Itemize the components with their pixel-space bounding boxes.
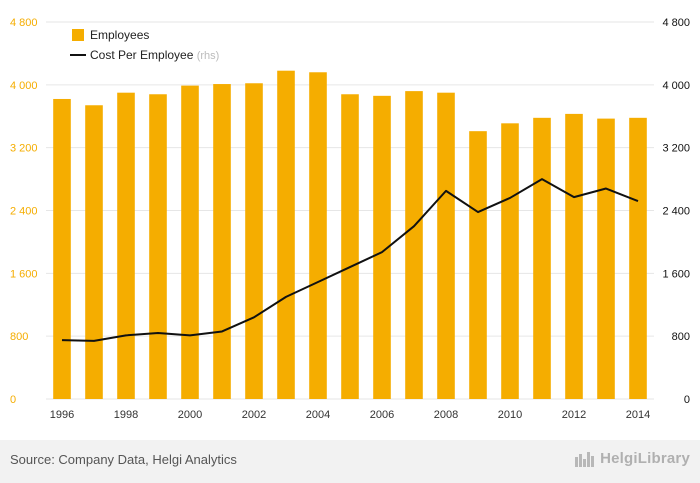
x-tick-label: 2004 <box>306 409 330 421</box>
y-tick-label-right: 4 000 <box>662 80 690 92</box>
bar <box>469 131 487 399</box>
y-tick-label-left: 0 <box>10 394 16 406</box>
y-tick-label-left: 2 400 <box>10 206 38 218</box>
y-tick-label-right: 800 <box>672 331 690 343</box>
y-tick-label-left: 800 <box>10 331 28 343</box>
bar <box>117 92 135 399</box>
bar <box>501 123 519 399</box>
bar <box>181 85 199 400</box>
bar <box>245 83 263 399</box>
series-line-cost-per-employee <box>61 178 639 342</box>
bar <box>437 92 455 399</box>
chart-area: 0 0 800 800 1 600 1 600 2 400 2 400 3 200 3 200 4 … <box>10 17 690 421</box>
bar <box>629 117 647 399</box>
x-tick-label: 1996 <box>50 409 74 421</box>
bar <box>533 117 551 399</box>
bar <box>565 113 583 400</box>
bar <box>85 105 103 400</box>
bar <box>405 91 423 399</box>
bar <box>373 95 391 400</box>
bar <box>149 94 167 399</box>
x-tick-label: 1998 <box>114 409 138 421</box>
x-tick-label: 2000 <box>178 409 202 421</box>
x-tick-label: 2006 <box>370 409 394 421</box>
x-tick-label: 2002 <box>242 409 266 421</box>
y-tick-label-right: 4 800 <box>662 17 690 29</box>
chart-svg: 0 0 800 800 1 600 1 600 2 400 2 400 3 200 3 200 4 … <box>10 17 690 421</box>
footer: Source: Company Data, Helgi Analytics He… <box>0 440 700 483</box>
brand-name: HelgiLibrary <box>600 450 690 467</box>
bar <box>597 118 615 399</box>
bar <box>309 72 327 400</box>
y-tick-label-left: 4 800 <box>10 17 38 29</box>
bar <box>213 84 231 400</box>
legend-swatch-employees <box>72 29 84 41</box>
x-tick-label: 2010 <box>498 409 522 421</box>
y-tick-label-right: 2 400 <box>662 206 690 218</box>
x-tick-label: 2012 <box>562 409 586 421</box>
y-tick-label-left: 1 600 <box>10 268 38 280</box>
legend-label-employees: Employees <box>90 28 149 42</box>
brand-logo[interactable]: HelgiLibrary <box>574 450 690 467</box>
x-tick-label: 2014 <box>626 409 650 421</box>
y-tick-label-left: 4 000 <box>10 80 38 92</box>
legend-label-cost-per-employee: Cost Per Employee (rhs) <box>90 48 219 62</box>
bar <box>53 98 71 400</box>
legend-rhs-suffix: (rhs) <box>197 50 220 62</box>
bar <box>341 94 359 399</box>
source-note: Source: Company Data, Helgi Analytics <box>10 452 237 467</box>
y-tick-label-right: 1 600 <box>662 268 690 280</box>
x-tick-label: 2008 <box>434 409 458 421</box>
y-tick-label-right: 0 <box>684 394 690 406</box>
y-tick-label-left: 3 200 <box>10 143 38 155</box>
bar <box>277 70 295 399</box>
y-tick-label-right: 3 200 <box>662 143 690 155</box>
helgi-skyline-icon <box>575 451 595 467</box>
